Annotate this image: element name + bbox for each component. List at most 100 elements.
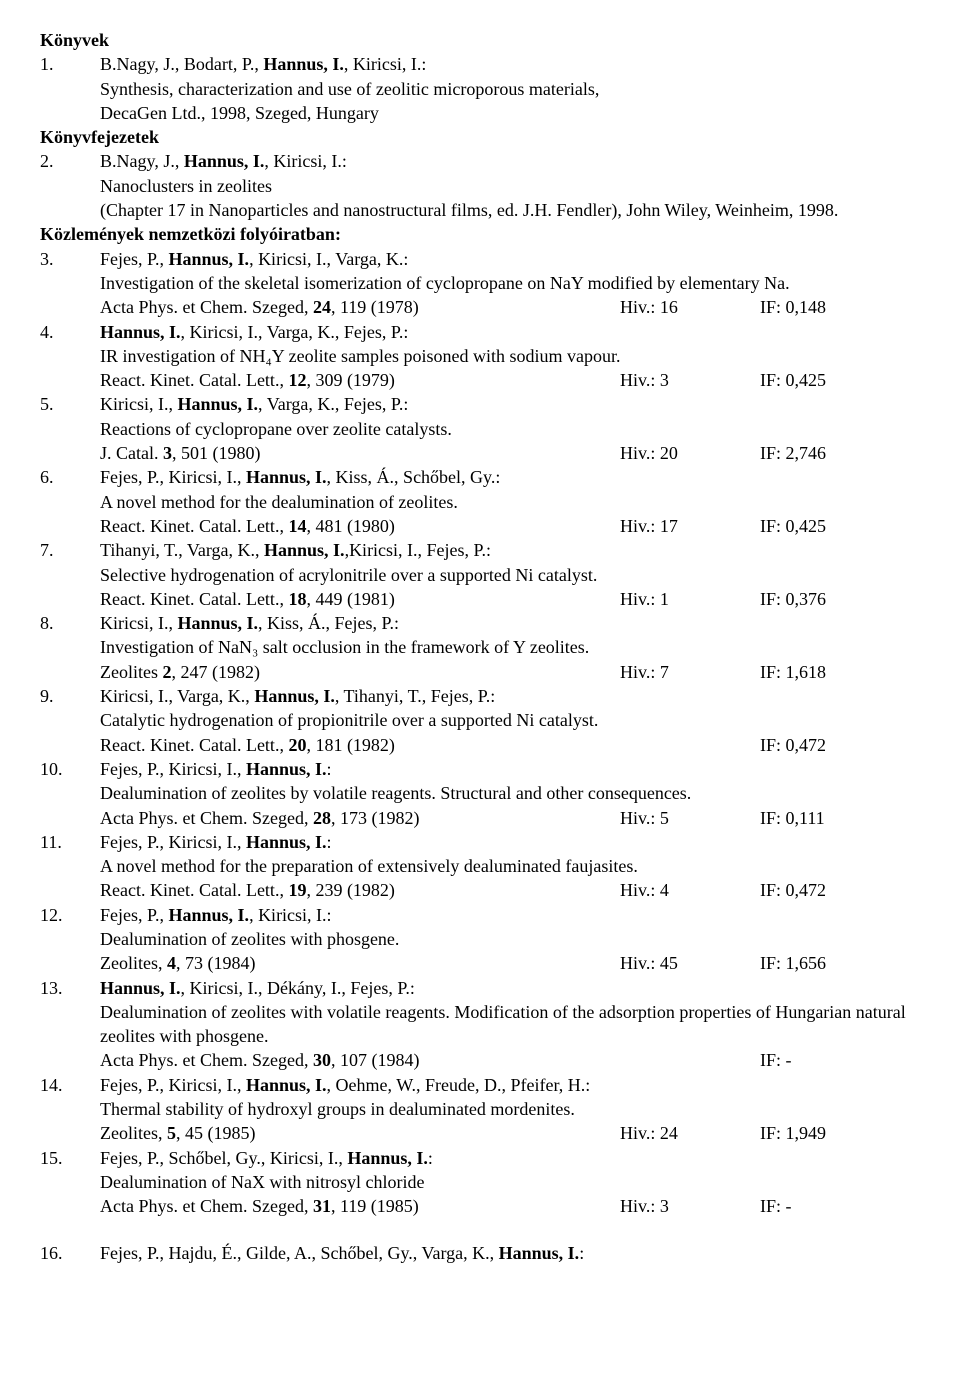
entry-pubrow: React. Kinet. Catal. Lett., 12, 309 (197… xyxy=(100,368,920,392)
entry-4: 4.Hannus, I., Kiricsi, I., Varga, K., Fe… xyxy=(40,320,920,393)
section-books: Könyvek xyxy=(40,28,920,52)
section-journals: Közlemények nemzetközi folyóiratban: xyxy=(40,222,920,246)
entry-authors: Fejes, P., Kiricsi, I., Hannus, I., Oehm… xyxy=(100,1073,920,1097)
entry-if: IF: 0,472 xyxy=(760,878,880,902)
entry-journal: Zeolites, 5, 45 (1985) xyxy=(100,1121,620,1145)
entry-pubrow: Acta Phys. et Chem. Szeged, 24, 119 (197… xyxy=(100,295,920,319)
entry-pubrow: React. Kinet. Catal. Lett., 18, 449 (198… xyxy=(100,587,920,611)
entry-title: Dealumination of zeolites by volatile re… xyxy=(100,781,920,805)
entry-journal: React. Kinet. Catal. Lett., 18, 449 (198… xyxy=(100,587,620,611)
entry-number: 15. xyxy=(40,1146,100,1219)
entry-body: Kiricsi, I., Hannus, I., Kiss, Á., Fejes… xyxy=(100,611,920,684)
entry-extra: DecaGen Ltd., 1998, Szeged, Hungary xyxy=(100,101,920,125)
entry-if: IF: 0,472 xyxy=(760,733,880,757)
entry-pubrow: Zeolites, 4, 73 (1984)Hiv.: 45IF: 1,656 xyxy=(100,951,920,975)
entry-if: IF: 0,425 xyxy=(760,514,880,538)
entry-authors: Kiricsi, I., Hannus, I., Kiss, Á., Fejes… xyxy=(100,611,920,635)
entry-journal: Zeolites, 4, 73 (1984) xyxy=(100,951,620,975)
entry-3: 3.Fejes, P., Hannus, I., Kiricsi, I., Va… xyxy=(40,247,920,320)
entry-body: Tihanyi, T., Varga, K., Hannus, I.,Kiric… xyxy=(100,538,920,611)
entry-body: B.Nagy, J., Hannus, I., Kiricsi, I.: Nan… xyxy=(100,149,920,222)
entry-title: Thermal stability of hydroxyl groups in … xyxy=(100,1097,920,1121)
entry-journal: Acta Phys. et Chem. Szeged, 24, 119 (197… xyxy=(100,295,620,319)
entry-authors: Fejes, P., Kiricsi, I., Hannus, I.: xyxy=(100,757,920,781)
entry-if: IF: - xyxy=(760,1048,880,1072)
entry-title: Investigation of NaN₃ salt occlusion in … xyxy=(100,635,920,659)
entry-pubrow: React. Kinet. Catal. Lett., 14, 481 (198… xyxy=(100,514,920,538)
entry-number: 6. xyxy=(40,465,100,538)
entry-9: 9.Kiricsi, I., Varga, K., Hannus, I., Ti… xyxy=(40,684,920,757)
entry-1: 1. B.Nagy, J., Bodart, P., Hannus, I., K… xyxy=(40,52,920,125)
entry-body: Fejes, P., Hajdu, É., Gilde, A., Schőbel… xyxy=(100,1241,920,1265)
entry-title: Investigation of the skeletal isomerizat… xyxy=(100,271,920,295)
entry-number: 3. xyxy=(40,247,100,320)
entry-journal: Acta Phys. et Chem. Szeged, 30, 107 (198… xyxy=(100,1048,620,1072)
entry-journal: Zeolites 2, 247 (1982) xyxy=(100,660,620,684)
entry-14: 14.Fejes, P., Kiricsi, I., Hannus, I., O… xyxy=(40,1073,920,1146)
entry-title: Selective hydrogenation of acrylonitrile… xyxy=(100,563,920,587)
entry-hiv: Hiv.: 3 xyxy=(620,1194,760,1218)
entry-authors: Kiricsi, I., Varga, K., Hannus, I., Tiha… xyxy=(100,684,920,708)
entry-number: 14. xyxy=(40,1073,100,1146)
entry-title: A novel method for the dealumination of … xyxy=(100,490,920,514)
entry-title: A novel method for the preparation of ex… xyxy=(100,854,920,878)
entry-authors: Fejes, P., Hannus, I., Kiricsi, I.: xyxy=(100,903,920,927)
entry-pubrow: React. Kinet. Catal. Lett., 20, 181 (198… xyxy=(100,733,920,757)
entry-pubrow: Acta Phys. et Chem. Szeged, 28, 173 (198… xyxy=(100,806,920,830)
entry-authors: Fejes, P., Hajdu, É., Gilde, A., Schőbel… xyxy=(100,1241,920,1265)
entry-journal: React. Kinet. Catal. Lett., 19, 239 (198… xyxy=(100,878,620,902)
entry-8: 8.Kiricsi, I., Hannus, I., Kiss, Á., Fej… xyxy=(40,611,920,684)
entry-body: Kiricsi, I., Varga, K., Hannus, I., Tiha… xyxy=(100,684,920,757)
entry-hiv: Hiv.: 16 xyxy=(620,295,760,319)
entry-13: 13.Hannus, I., Kiricsi, I., Dékány, I., … xyxy=(40,976,920,1073)
entry-11: 11.Fejes, P., Kiricsi, I., Hannus, I.:A … xyxy=(40,830,920,903)
entry-pubrow: J. Catal. 3, 501 (1980)Hiv.: 20IF: 2,746 xyxy=(100,441,920,465)
entry-16: 16. Fejes, P., Hajdu, É., Gilde, A., Sch… xyxy=(40,1241,920,1265)
entry-number: 12. xyxy=(40,903,100,976)
entry-6: 6.Fejes, P., Kiricsi, I., Hannus, I., Ki… xyxy=(40,465,920,538)
entry-authors: Fejes, P., Kiricsi, I., Hannus, I.: xyxy=(100,830,920,854)
entry-authors: Kiricsi, I., Hannus, I., Varga, K., Feje… xyxy=(100,392,920,416)
entry-if: IF: 0,148 xyxy=(760,295,880,319)
entry-pubrow: Zeolites 2, 247 (1982)Hiv.: 7IF: 1,618 xyxy=(100,660,920,684)
entry-body: Fejes, P., Kiricsi, I., Hannus, I., Oehm… xyxy=(100,1073,920,1146)
entry-hiv: Hiv.: 45 xyxy=(620,951,760,975)
entry-hiv: Hiv.: 24 xyxy=(620,1121,760,1145)
entry-body: Hannus, I., Kiricsi, I., Varga, K., Feje… xyxy=(100,320,920,393)
entry-journal: Acta Phys. et Chem. Szeged, 31, 119 (198… xyxy=(100,1194,620,1218)
entry-extra: (Chapter 17 in Nanoparticles and nanostr… xyxy=(100,198,920,222)
entry-pubrow: React. Kinet. Catal. Lett., 19, 239 (198… xyxy=(100,878,920,902)
section-chapters: Könyvfejezetek xyxy=(40,125,920,149)
entry-title: Dealumination of zeolites with volatile … xyxy=(100,1000,920,1049)
entry-hiv xyxy=(620,733,760,757)
entry-number: 9. xyxy=(40,684,100,757)
entry-hiv: Hiv.: 17 xyxy=(620,514,760,538)
entry-number: 2. xyxy=(40,149,100,222)
entry-journal: Acta Phys. et Chem. Szeged, 28, 173 (198… xyxy=(100,806,620,830)
entry-title: Dealumination of zeolites with phosgene. xyxy=(100,927,920,951)
entry-if: IF: 1,618 xyxy=(760,660,880,684)
entry-title: Reactions of cyclopropane over zeolite c… xyxy=(100,417,920,441)
entry-number: 7. xyxy=(40,538,100,611)
entry-authors: Hannus, I., Kiricsi, I., Dékány, I., Fej… xyxy=(100,976,920,1000)
entry-15: 15.Fejes, P., Schőbel, Gy., Kiricsi, I.,… xyxy=(40,1146,920,1219)
entry-if: IF: 2,746 xyxy=(760,441,880,465)
entry-authors: Hannus, I., Kiricsi, I., Varga, K., Feje… xyxy=(100,320,920,344)
entry-7: 7.Tihanyi, T., Varga, K., Hannus, I.,Kir… xyxy=(40,538,920,611)
entry-if: IF: - xyxy=(760,1194,880,1218)
entry-number: 11. xyxy=(40,830,100,903)
entry-body: Kiricsi, I., Hannus, I., Varga, K., Feje… xyxy=(100,392,920,465)
entry-body: Hannus, I., Kiricsi, I., Dékány, I., Fej… xyxy=(100,976,920,1073)
entry-journal: J. Catal. 3, 501 (1980) xyxy=(100,441,620,465)
entry-pubrow: Zeolites, 5, 45 (1985)Hiv.: 24IF: 1,949 xyxy=(100,1121,920,1145)
entry-number: 10. xyxy=(40,757,100,830)
entry-hiv xyxy=(620,1048,760,1072)
entry-title: Catalytic hydrogenation of propionitrile… xyxy=(100,708,920,732)
entry-authors: Fejes, P., Kiricsi, I., Hannus, I., Kiss… xyxy=(100,465,920,489)
entry-12: 12.Fejes, P., Hannus, I., Kiricsi, I.:De… xyxy=(40,903,920,976)
entry-if: IF: 1,949 xyxy=(760,1121,880,1145)
entry-hiv: Hiv.: 20 xyxy=(620,441,760,465)
entry-number: 13. xyxy=(40,976,100,1073)
entry-authors: B.Nagy, J., Hannus, I., Kiricsi, I.: xyxy=(100,149,920,173)
entry-body: Fejes, P., Hannus, I., Kiricsi, I., Varg… xyxy=(100,247,920,320)
